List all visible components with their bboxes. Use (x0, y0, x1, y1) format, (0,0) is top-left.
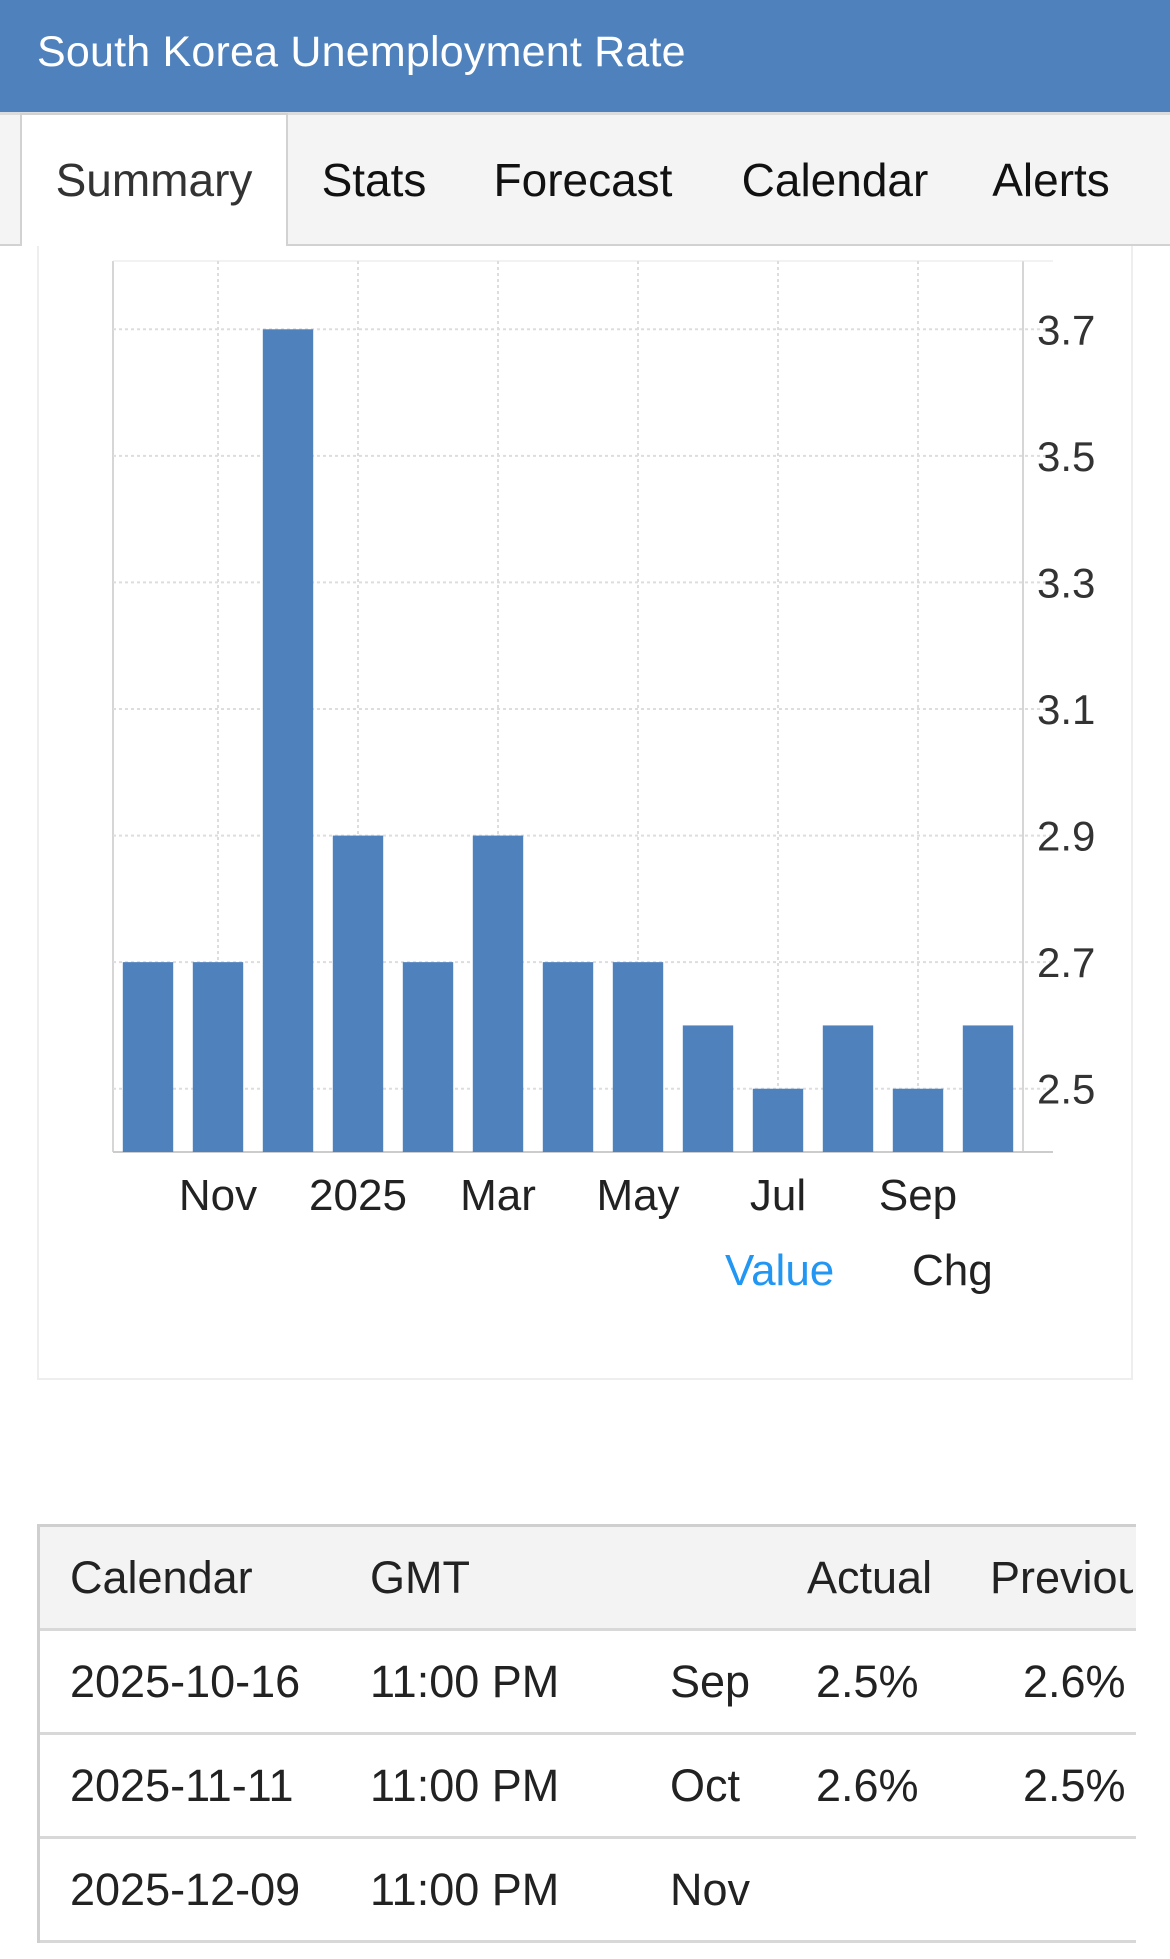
table-header-row: Calendar GMT Actual Previous (40, 1527, 1136, 1631)
y-tick-label: 2.9 (1037, 813, 1095, 860)
actual-value: 2.5% (816, 1656, 919, 1707)
y-tick-label: 2.5 (1037, 1066, 1095, 1113)
x-tick-label: Sep (879, 1171, 957, 1220)
tab-stats[interactable]: Stats (321, 154, 427, 206)
app-header: South Korea Unemployment Rate (0, 0, 1170, 112)
y-tick-label: 3.5 (1037, 433, 1095, 480)
y-tick-label: 3.7 (1037, 306, 1095, 353)
header-actual: Actual (807, 1552, 933, 1603)
bar (822, 1025, 874, 1152)
bar (192, 962, 244, 1152)
header-calendar: Calendar (70, 1552, 253, 1603)
x-tick-label: Mar (460, 1171, 536, 1220)
x-tick-label: May (596, 1171, 679, 1220)
legend-value[interactable]: Value (725, 1246, 835, 1295)
bar (122, 962, 174, 1152)
previous-value (1023, 1839, 1133, 1940)
page-title: South Korea Unemployment Rate (37, 28, 686, 76)
release-date: 2025-12-09 (70, 1864, 301, 1915)
tab-bar: Summary Stats Forecast Calendar Alerts (0, 112, 1170, 246)
release-time: 11:00 PM (370, 1656, 560, 1707)
unemployment-bar-chart: 3.7 3.5 3.3 3.1 2.9 2.7 2.5 Nov 2025 Mar May Jul Sep (112, 260, 1095, 1220)
tab-forecast[interactable]: Forecast (493, 154, 673, 206)
bar (612, 962, 664, 1152)
bar (542, 962, 594, 1152)
bar (402, 962, 454, 1152)
bar (472, 835, 524, 1152)
table-row: 2025-11-11 11:00 PM Oct 2.6% 2.5% (40, 1735, 1136, 1839)
chart-panel (37, 246, 1133, 1380)
legend-chg[interactable]: Chg (912, 1246, 993, 1295)
actual-value: 2.6% (816, 1760, 919, 1811)
bar (962, 1025, 1014, 1152)
x-tick-label: Nov (179, 1171, 257, 1220)
release-date: 2025-10-16 (70, 1656, 301, 1707)
bar (752, 1088, 804, 1152)
previous-value: 2.6% (1023, 1656, 1126, 1707)
bar (332, 835, 384, 1152)
tab-alerts[interactable]: Alerts (992, 154, 1110, 206)
release-date: 2025-11-11 (70, 1760, 294, 1811)
bar (892, 1088, 944, 1152)
reference-period: Sep (670, 1656, 751, 1707)
y-tick-label: 3.3 (1037, 559, 1095, 606)
bar (262, 329, 314, 1152)
reference-period: Nov (670, 1864, 751, 1915)
header-previous: Previous (990, 1552, 1133, 1603)
y-tick-label: 3.1 (1037, 686, 1095, 733)
table-row: 2025-12-09 11:00 PM Nov (40, 1839, 1136, 1943)
tab-summary[interactable]: Summary (20, 113, 288, 246)
table-row: 2025-10-16 11:00 PM Sep 2.5% 2.6% (40, 1631, 1136, 1735)
release-time: 11:00 PM (370, 1864, 560, 1915)
calendar-table: Calendar GMT Actual Previous 2025-10-16 … (37, 1524, 1136, 1943)
previous-value: 2.5% (1023, 1760, 1126, 1811)
x-tick-label: Jul (750, 1171, 806, 1220)
x-tick-label: 2025 (309, 1171, 407, 1220)
header-gmt: GMT (370, 1552, 470, 1603)
tab-calendar[interactable]: Calendar (741, 154, 929, 206)
bar (682, 1025, 734, 1152)
y-tick-label: 2.7 (1037, 939, 1095, 986)
release-time: 11:00 PM (370, 1760, 560, 1811)
reference-period: Oct (670, 1760, 741, 1811)
